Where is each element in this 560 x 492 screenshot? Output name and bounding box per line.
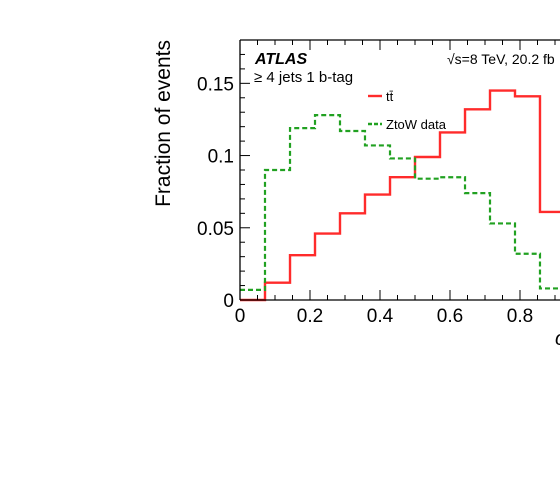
x-tick-label: 0.4 — [367, 306, 394, 327]
y-tick-label: 0.15 — [197, 74, 234, 95]
atlas-label: ATLAS — [254, 51, 307, 68]
series-ztow-line — [240, 114, 560, 291]
y-tick-label: 0.1 — [208, 147, 234, 168]
energy-label: √s=8 TeV, 20.2 fb — [447, 51, 555, 67]
x-tick-label: 0 — [235, 306, 246, 327]
legend-ztow-label: ZtoW data — [386, 117, 447, 132]
x-axis-title: c — [555, 328, 560, 350]
y-tick-label: 0.05 — [197, 219, 234, 240]
x-tick-label: 0.2 — [297, 306, 323, 327]
series-ttbar-line — [240, 89, 560, 302]
legend-ttbar-label: tt̄ — [386, 89, 394, 104]
selection-label: ≥ 4 jets 1 b-tag — [254, 69, 353, 86]
x-tick-label: 0.6 — [437, 306, 463, 327]
y-axis-title: Fraction of events — [152, 40, 175, 207]
y-tick-label: 0 — [223, 291, 234, 312]
x-tick-label: 0.8 — [507, 306, 533, 327]
